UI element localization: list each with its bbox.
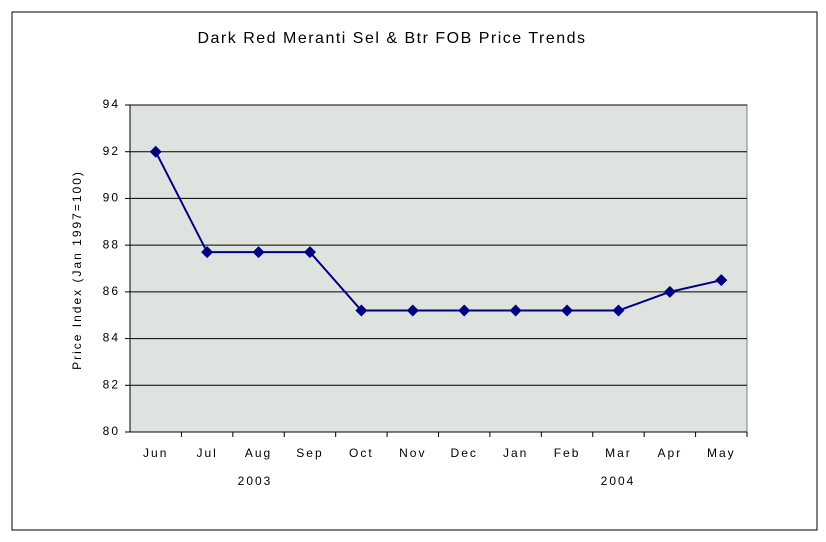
y-tick-label: 80 <box>103 424 120 438</box>
x-tick-label: Mar <box>605 446 632 460</box>
plot-area <box>129 104 748 433</box>
y-tick-label: 90 <box>103 191 120 205</box>
data-point <box>201 246 214 259</box>
x-tick-label: Nov <box>399 446 426 460</box>
data-point <box>663 285 676 298</box>
year-label: 2003 <box>238 474 273 488</box>
data-point <box>458 304 471 317</box>
x-tick-label: May <box>707 446 736 460</box>
data-point <box>355 304 368 317</box>
data-point <box>303 246 316 259</box>
x-tick-label: Feb <box>554 446 581 460</box>
x-tick-label: Aug <box>245 446 272 460</box>
data-point <box>612 304 625 317</box>
series-line <box>154 151 722 312</box>
x-tick-label: Sep <box>296 446 323 460</box>
data-point <box>149 145 162 158</box>
x-tick-label: Jul <box>196 446 217 460</box>
data-point <box>509 304 522 317</box>
y-axis-label: Price Index (Jan 1997=100) <box>70 170 84 370</box>
y-tick-label: 92 <box>103 144 120 158</box>
x-tick-label: Oct <box>349 446 374 460</box>
x-tick-label: Jun <box>143 446 168 460</box>
chart-title: Dark Red Meranti Sel & Btr FOB Price Tre… <box>197 30 586 47</box>
x-tick-label: Jan <box>503 446 528 460</box>
data-point <box>406 304 419 317</box>
x-tick-label: Dec <box>451 446 478 460</box>
data-point <box>715 274 728 287</box>
y-tick-label: 86 <box>103 284 120 298</box>
y-tick-label: 88 <box>103 237 120 251</box>
y-tick-label: 94 <box>103 97 120 111</box>
y-tick-label: 82 <box>103 377 120 391</box>
data-point <box>252 246 265 259</box>
x-tick-label: Apr <box>658 446 683 460</box>
year-label: 2004 <box>601 474 636 488</box>
data-point <box>561 304 574 317</box>
y-tick-label: 84 <box>103 331 120 345</box>
